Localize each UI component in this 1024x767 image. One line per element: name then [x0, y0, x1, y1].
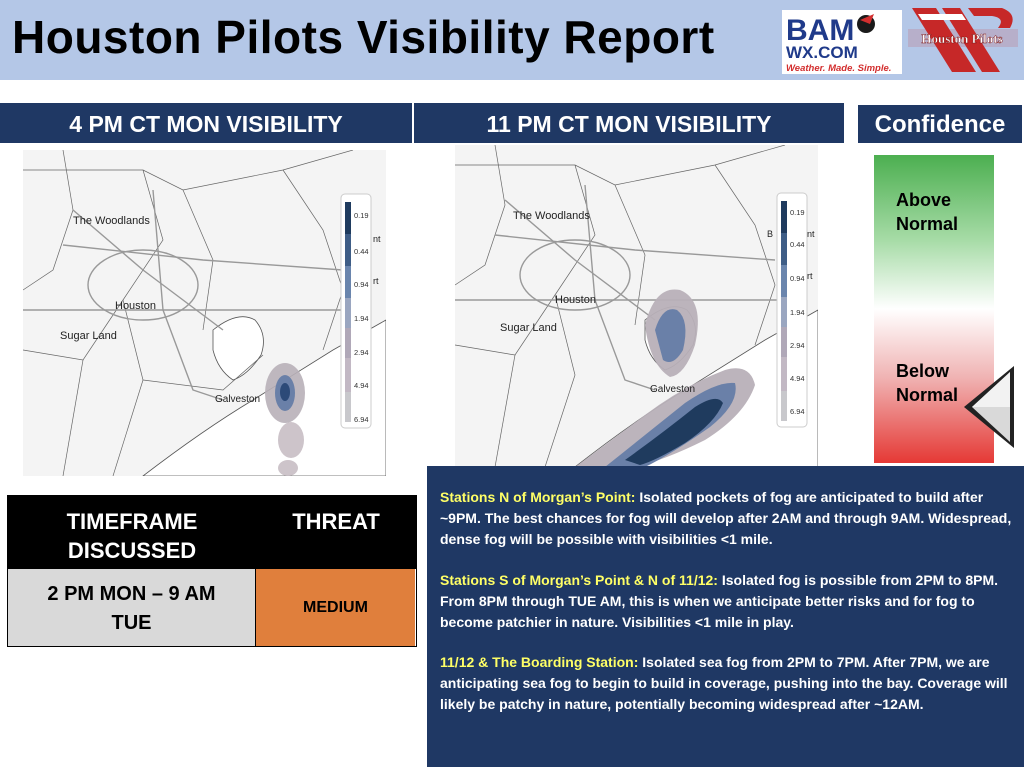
confidence-below-label: Below Normal	[896, 359, 958, 407]
page-title: Houston Pilots Visibility Report	[12, 11, 715, 63]
legend-tick: 6.94	[354, 415, 369, 424]
bam-logo-domain: WX.COM	[786, 43, 858, 62]
confidence-pointer-icon	[958, 362, 1018, 452]
visibility-map-4pm: 0.19 0.44 0.94 1.94 2.94 4.94 6.94 The W…	[23, 150, 386, 476]
note-south-morgans-point: Stations S of Morgan’s Point & N of 11/1…	[440, 570, 1018, 633]
confidence-above-line1: Above	[896, 190, 952, 210]
timeframe-line2: TUE	[111, 612, 152, 634]
legend-tick: 0.94	[354, 280, 369, 289]
place-label: Galveston	[215, 394, 260, 405]
place-label: The Woodlands	[513, 210, 590, 222]
place-label: Houston	[555, 294, 596, 306]
confidence-above-label: Above Normal	[896, 188, 958, 236]
note-north-morgans-point: Stations N of Morgan’s Point: Isolated p…	[440, 487, 1018, 550]
place-label: nt	[807, 229, 815, 239]
header-bar: Houston Pilots Visibility Report BAM WX.…	[0, 0, 1024, 80]
note-highlight: 11/12 & The Boarding Station:	[440, 654, 639, 670]
bam-logo: BAM WX.COM Weather. Made. Simple.	[782, 10, 902, 74]
note-body: Isolated fog is possible from 2PM to 8PM…	[440, 572, 999, 630]
timeframe-cell: 2 PM MON – 9 AM TUE	[8, 569, 256, 646]
legend-tick: 0.44	[790, 240, 805, 249]
panel-1-heading: 4 PM CT MON VISIBILITY	[0, 103, 412, 143]
confidence-below-line1: Below	[896, 361, 950, 381]
houston-pilots-logo: Houston Pilots	[906, 6, 1020, 74]
place-label: Galveston	[650, 384, 695, 395]
map-11pm-graphic: 0.19 0.44 0.94 1.94 2.94 4.94 6.94 The W…	[455, 145, 818, 467]
houston-pilots-logo-text: Houston Pilots	[921, 31, 1002, 46]
legend-tick: 0.19	[790, 208, 805, 217]
legend-tick: 0.19	[354, 211, 369, 220]
note-boarding-station: 11/12 & The Boarding Station: Isolated s…	[440, 652, 1018, 715]
threat-table-header: TIMEFRAME DISCUSSED THREAT	[8, 496, 416, 569]
bam-logo-tagline: Weather. Made. Simple.	[786, 63, 891, 74]
timeframe-line1: 2 PM MON – 9 AM	[47, 583, 216, 605]
legend-tick: 6.94	[790, 407, 805, 416]
place-label: rt	[807, 271, 813, 281]
note-highlight: Stations N of Morgan’s Point:	[440, 489, 636, 505]
timeframe-header-line2: DISCUSSED	[67, 538, 197, 563]
place-label: rt	[373, 276, 379, 286]
confidence-below-line2: Normal	[896, 385, 959, 405]
place-label: Houston	[115, 300, 156, 312]
place-label: Sugar Land	[500, 322, 557, 334]
timeframe-header: TIMEFRAME DISCUSSED	[8, 507, 256, 565]
place-label: The Woodlands	[73, 215, 150, 227]
visibility-map-11pm: 0.19 0.44 0.94 1.94 2.94 4.94 6.94 The W…	[455, 145, 818, 467]
place-label: B	[767, 229, 773, 239]
timeframe-header-line1: TIMEFRAME	[66, 509, 198, 534]
map-4pm-graphic: 0.19 0.44 0.94 1.94 2.94 4.94 6.94 The W…	[23, 150, 386, 476]
threat-level-cell: MEDIUM	[256, 569, 415, 646]
legend-tick: 2.94	[790, 341, 805, 350]
confidence-heading: Confidence	[858, 105, 1022, 143]
bam-logo-text: BAM	[786, 14, 854, 47]
legend-tick: 4.94	[354, 381, 369, 390]
confidence-above-line2: Normal	[896, 214, 959, 234]
legend-tick: 0.44	[354, 247, 369, 256]
legend-tick: 0.94	[790, 274, 805, 283]
panel-2-heading: 11 PM CT MON VISIBILITY	[414, 103, 844, 143]
legend-tick: 2.94	[354, 348, 369, 357]
threat-header: THREAT	[292, 509, 380, 534]
note-body: Isolated sea fog from 2PM to 7PM. After …	[440, 654, 1008, 712]
place-label: nt	[373, 234, 381, 244]
station-notes: Stations N of Morgan’s Point: Isolated p…	[427, 466, 1024, 767]
legend-tick: 4.94	[790, 374, 805, 383]
threat-table: TIMEFRAME DISCUSSED THREAT 2 PM MON – 9 …	[7, 495, 417, 647]
legend-tick: 1.94	[790, 308, 805, 317]
note-body: Isolated pockets of fog are anticipated …	[440, 489, 1012, 547]
note-highlight: Stations S of Morgan’s Point & N of 11/1…	[440, 572, 718, 588]
place-label: Sugar Land	[60, 330, 117, 342]
legend-tick: 1.94	[354, 314, 369, 323]
